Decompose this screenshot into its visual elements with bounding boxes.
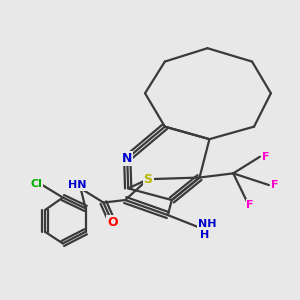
Text: N: N (122, 152, 132, 165)
Text: F: F (247, 200, 254, 210)
Text: F: F (262, 152, 269, 162)
Text: HN: HN (68, 180, 87, 190)
Text: S: S (143, 173, 152, 186)
Text: O: O (107, 216, 118, 229)
Text: F: F (271, 180, 278, 190)
Text: H: H (200, 230, 209, 240)
Text: NH: NH (198, 220, 217, 230)
Text: Cl: Cl (30, 179, 42, 189)
